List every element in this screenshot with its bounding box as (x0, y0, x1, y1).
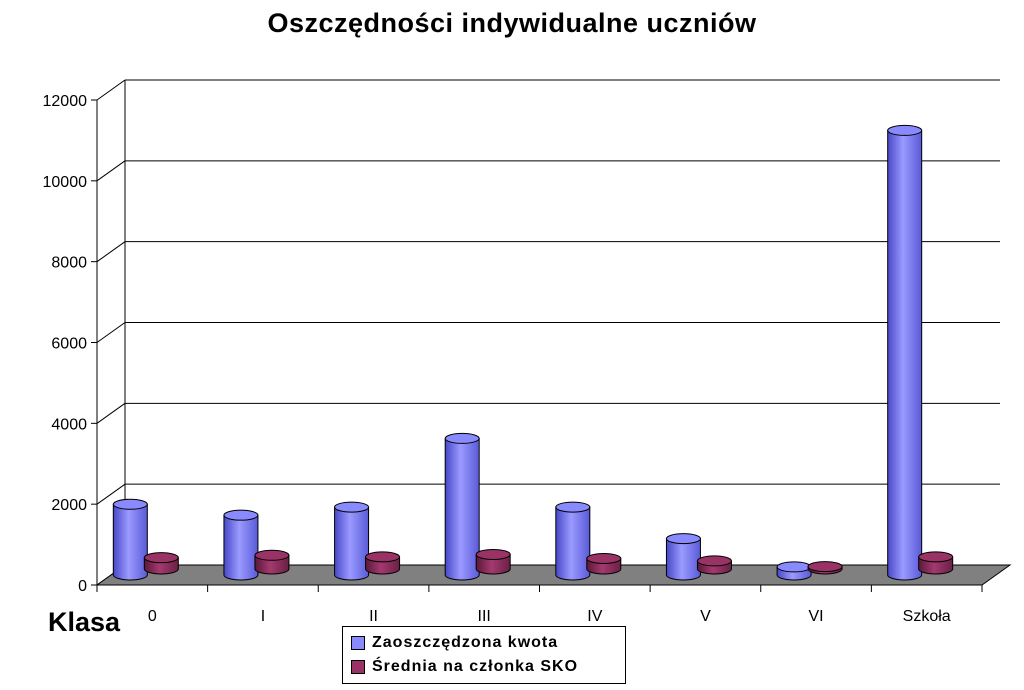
gridline-side-5 (96, 160, 126, 182)
bar-body-s0-2 (334, 506, 370, 581)
bar-top-s0-5 (665, 533, 701, 545)
bar-s1-0 (143, 552, 179, 575)
legend-item-0: Zaoszczędzona kwota (351, 631, 617, 655)
legend-label-1: Średnia na członka SKO (372, 658, 579, 675)
bar-s0-6 (776, 561, 812, 581)
xtick-label-1: I (261, 608, 265, 625)
bar-s1-4 (586, 552, 622, 575)
bar-top-s0-4 (555, 501, 591, 513)
bar-top-s0-1 (223, 509, 259, 521)
bar-top-s0-0 (112, 498, 148, 510)
bar-s1-5 (696, 555, 732, 575)
bar-body-s0-0 (112, 503, 148, 581)
bars-group (112, 124, 954, 581)
xtick-label-6: VI (809, 608, 824, 625)
ytick-label-2: 4000 (51, 416, 87, 433)
gridline-side-3 (96, 322, 126, 343)
legend-swatch-0 (351, 636, 365, 650)
xtick-label-2: II (369, 608, 378, 625)
bar-s1-6 (807, 561, 843, 575)
xtick-label-0: 0 (148, 608, 157, 625)
bar-top-s0-6 (776, 561, 812, 573)
bar-s1-3 (475, 548, 511, 575)
bar-top-s1-2 (365, 551, 401, 563)
bar-top-s1-6 (807, 561, 843, 573)
legend-item-1: Średnia na członka SKO (351, 655, 617, 679)
bar-s0-7 (887, 124, 923, 581)
bar-body-s0-1 (223, 514, 259, 581)
legend: Zaoszczędzona kwota Średnia na członka S… (342, 626, 626, 684)
bar-top-s1-7 (918, 551, 954, 563)
bar-s0-5 (665, 533, 701, 581)
bar-top-s0-7 (887, 124, 923, 136)
bar-top-s1-3 (475, 548, 511, 560)
ytick-label-5: 10000 (43, 174, 88, 191)
bar-s0-4 (555, 501, 591, 581)
ytick-label-4: 8000 (51, 255, 87, 272)
bar-body-s0-5 (665, 538, 701, 581)
bar-top-s1-1 (254, 549, 290, 561)
bar-top-s0-3 (444, 432, 480, 444)
ytick-label-6: 12000 (43, 93, 88, 110)
bar-s1-2 (365, 551, 401, 575)
xtick-label-4: IV (587, 608, 602, 625)
bar-top-s1-5 (696, 555, 732, 567)
bar-s0-3 (444, 432, 480, 581)
bar-s0-0 (112, 498, 148, 581)
chart-title: Oszczędności indywidualne uczniów (267, 8, 757, 38)
ytick-label-3: 6000 (51, 336, 87, 353)
xtick-label-3: III (478, 608, 491, 625)
gridline-side-6 (96, 79, 126, 101)
ytick-label-0: 0 (78, 578, 87, 595)
x-axis-title: Klasa (48, 607, 121, 637)
xtick-label-5: V (700, 608, 711, 625)
bar-body-s0-4 (555, 506, 591, 581)
bar-s0-2 (334, 501, 370, 581)
gridline-side-1 (96, 483, 126, 505)
gridline-side-4 (96, 241, 126, 263)
bar-body-s1-3 (475, 553, 511, 575)
bar-body-s0-7 (887, 129, 923, 581)
bar-s0-1 (223, 509, 259, 581)
bar-top-s0-2 (334, 501, 370, 513)
legend-swatch-1 (351, 660, 365, 674)
bar-body-s0-3 (444, 437, 480, 581)
legend-label-0: Zaoszczędzona kwota (372, 634, 559, 651)
bar-s1-1 (254, 549, 290, 575)
bar-top-s1-4 (586, 552, 622, 564)
axes-group (91, 79, 1000, 592)
bar-s1-7 (918, 551, 954, 575)
ytick-label-1: 2000 (51, 497, 87, 514)
bar-top-s1-0 (143, 552, 179, 564)
gridline-side-2 (96, 402, 126, 424)
xtick-label-7: Szkoła (903, 608, 951, 625)
